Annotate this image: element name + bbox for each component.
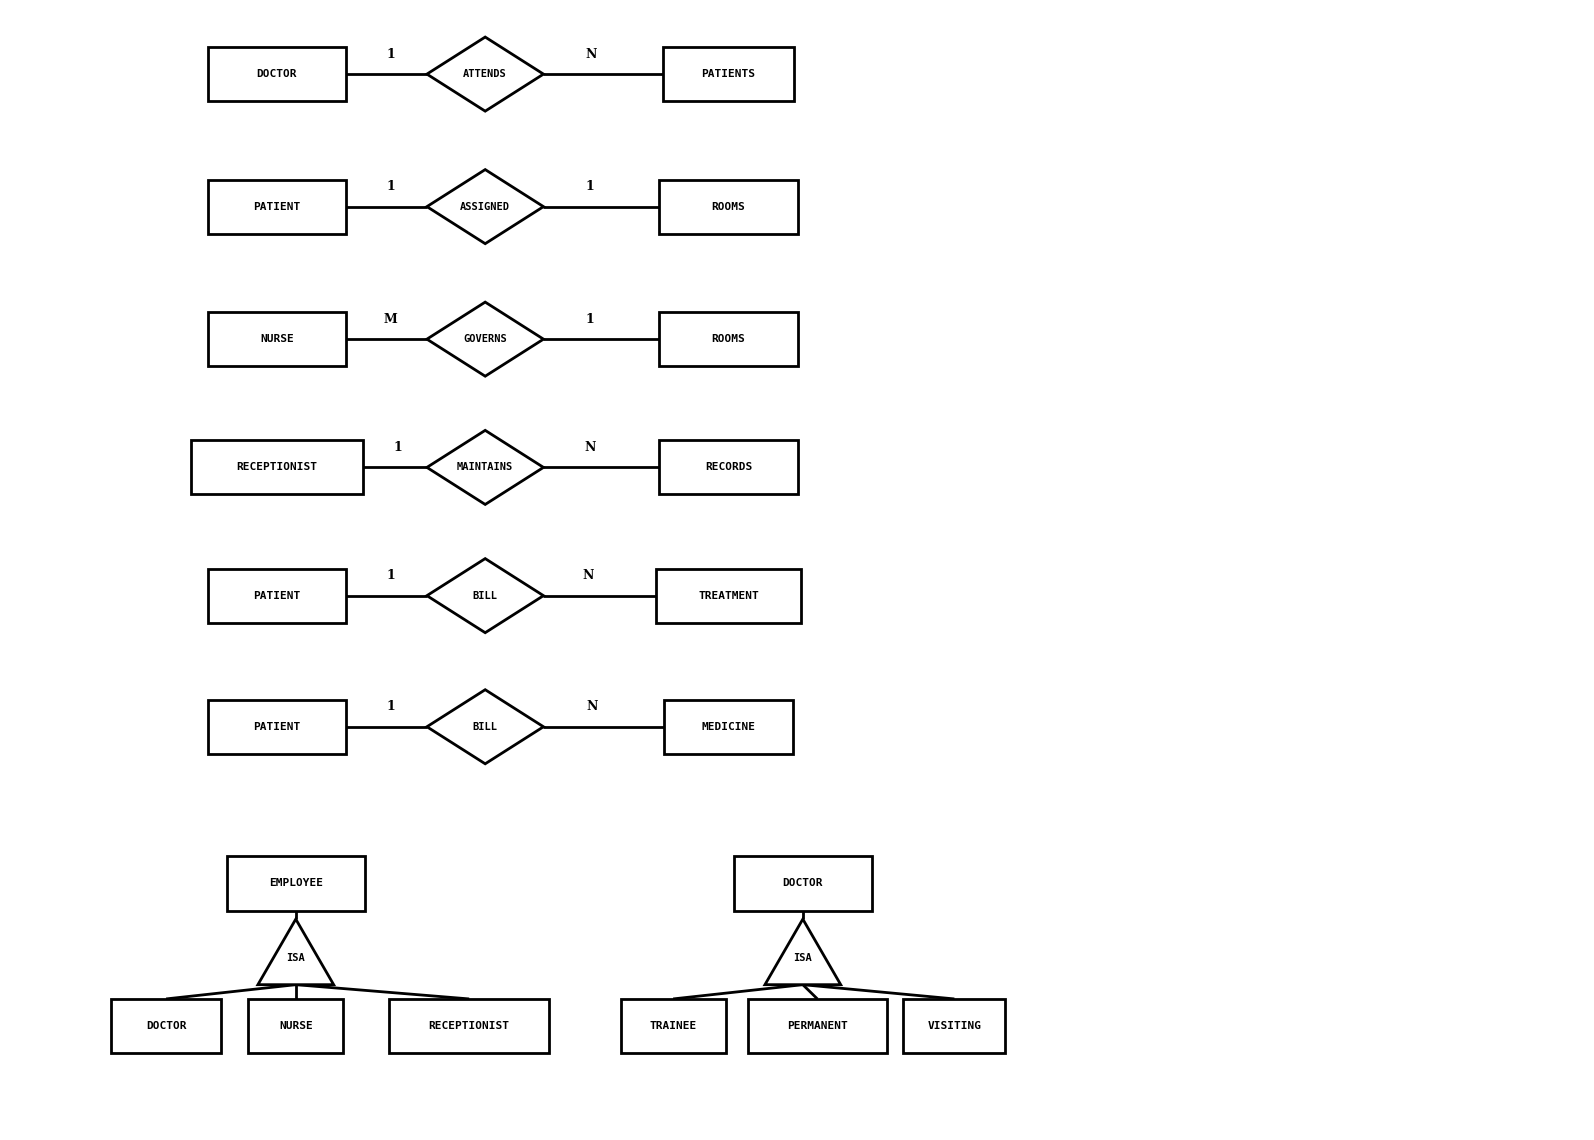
FancyBboxPatch shape bbox=[655, 569, 802, 622]
Text: N: N bbox=[585, 48, 598, 60]
Text: 1: 1 bbox=[585, 180, 595, 193]
Text: VISITING: VISITING bbox=[928, 1021, 982, 1031]
Text: RECEPTIONIST: RECEPTIONIST bbox=[429, 1021, 510, 1031]
Text: TRAINEE: TRAINEE bbox=[649, 1021, 697, 1031]
Text: DOCTOR: DOCTOR bbox=[783, 879, 823, 888]
Text: BILL: BILL bbox=[473, 591, 497, 601]
Text: N: N bbox=[583, 569, 595, 583]
Polygon shape bbox=[258, 919, 333, 985]
FancyBboxPatch shape bbox=[207, 312, 346, 366]
Text: 1: 1 bbox=[386, 700, 395, 714]
Polygon shape bbox=[427, 302, 544, 376]
FancyBboxPatch shape bbox=[904, 999, 1006, 1053]
Text: MAINTAINS: MAINTAINS bbox=[457, 463, 513, 472]
Text: ROOMS: ROOMS bbox=[711, 202, 746, 212]
Text: RECEPTIONIST: RECEPTIONIST bbox=[236, 463, 317, 472]
Text: MEDICINE: MEDICINE bbox=[701, 722, 756, 732]
Text: ROOMS: ROOMS bbox=[711, 334, 746, 344]
Text: ISA: ISA bbox=[287, 953, 304, 963]
FancyBboxPatch shape bbox=[663, 47, 794, 101]
Text: N: N bbox=[583, 441, 596, 454]
Text: BILL: BILL bbox=[473, 722, 497, 732]
Text: N: N bbox=[587, 700, 598, 714]
Text: NURSE: NURSE bbox=[260, 334, 293, 344]
FancyBboxPatch shape bbox=[620, 999, 725, 1053]
Text: ISA: ISA bbox=[794, 953, 813, 963]
Text: PATIENT: PATIENT bbox=[253, 722, 300, 732]
FancyBboxPatch shape bbox=[665, 700, 792, 754]
Text: TREATMENT: TREATMENT bbox=[698, 591, 759, 601]
Text: RECORDS: RECORDS bbox=[705, 463, 752, 472]
FancyBboxPatch shape bbox=[660, 312, 797, 366]
Text: 1: 1 bbox=[386, 48, 395, 60]
FancyBboxPatch shape bbox=[660, 179, 797, 234]
Polygon shape bbox=[427, 36, 544, 112]
FancyBboxPatch shape bbox=[191, 440, 363, 495]
FancyBboxPatch shape bbox=[733, 856, 872, 911]
FancyBboxPatch shape bbox=[112, 999, 220, 1053]
FancyBboxPatch shape bbox=[207, 569, 346, 622]
Polygon shape bbox=[427, 690, 544, 764]
FancyBboxPatch shape bbox=[389, 999, 550, 1053]
Text: DOCTOR: DOCTOR bbox=[147, 1021, 186, 1031]
Text: 1: 1 bbox=[585, 312, 595, 326]
Text: ATTENDS: ATTENDS bbox=[464, 70, 507, 79]
Text: PERMANENT: PERMANENT bbox=[787, 1021, 848, 1031]
Text: PATIENT: PATIENT bbox=[253, 591, 300, 601]
Polygon shape bbox=[427, 170, 544, 244]
Text: 1: 1 bbox=[386, 569, 395, 583]
Text: EMPLOYEE: EMPLOYEE bbox=[269, 879, 322, 888]
FancyBboxPatch shape bbox=[249, 999, 343, 1053]
Text: DOCTOR: DOCTOR bbox=[257, 70, 296, 79]
FancyBboxPatch shape bbox=[207, 47, 346, 101]
Polygon shape bbox=[765, 919, 840, 985]
FancyBboxPatch shape bbox=[226, 856, 365, 911]
Text: 1: 1 bbox=[394, 441, 402, 454]
FancyBboxPatch shape bbox=[207, 179, 346, 234]
Text: NURSE: NURSE bbox=[279, 1021, 312, 1031]
FancyBboxPatch shape bbox=[748, 999, 886, 1053]
Text: PATIENTS: PATIENTS bbox=[701, 70, 756, 79]
FancyBboxPatch shape bbox=[207, 700, 346, 754]
Polygon shape bbox=[427, 431, 544, 504]
Polygon shape bbox=[427, 559, 544, 633]
Text: GOVERNS: GOVERNS bbox=[464, 334, 507, 344]
FancyBboxPatch shape bbox=[660, 440, 797, 495]
Text: ASSIGNED: ASSIGNED bbox=[461, 202, 510, 212]
Text: M: M bbox=[384, 312, 397, 326]
Text: 1: 1 bbox=[386, 180, 395, 193]
Text: PATIENT: PATIENT bbox=[253, 202, 300, 212]
